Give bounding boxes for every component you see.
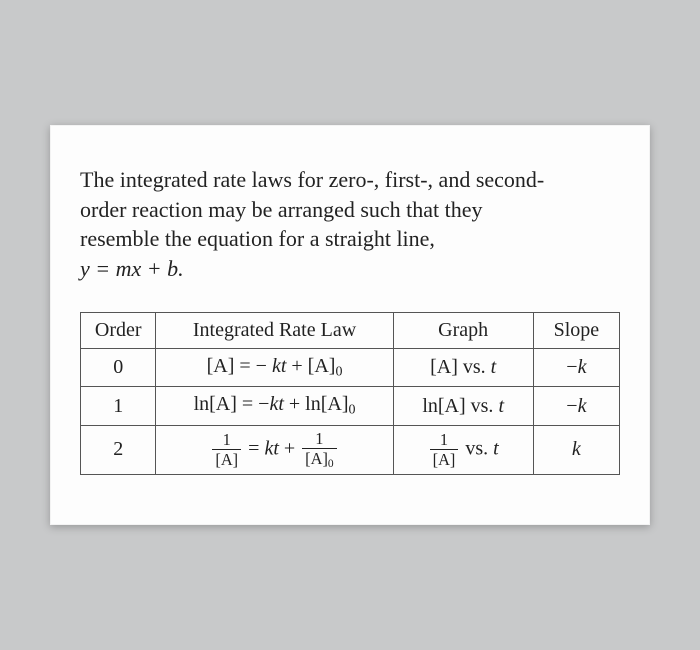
cell-graph: ln[A] vs. t <box>393 387 533 426</box>
cell-slope: −k <box>533 387 619 426</box>
table-row: 0 [A] = − kt + [A]0 [A] vs. t −k <box>81 348 620 387</box>
cell-law: 1[A] = kt + 1[A]0 <box>156 425 393 474</box>
table-header-row: Order Integrated Rate Law Graph Slope <box>81 312 620 348</box>
document-page: The integrated rate laws for zero-, firs… <box>50 125 650 525</box>
intro-equation: y = mx + b. <box>80 256 184 281</box>
rate-law-table: Order Integrated Rate Law Graph Slope 0 … <box>80 312 620 475</box>
cell-graph: 1[A] vs. t <box>393 425 533 474</box>
cell-law: ln[A] = −kt + ln[A]0 <box>156 387 393 426</box>
cell-order: 0 <box>81 348 156 387</box>
intro-line-1: The integrated rate laws for zero-, firs… <box>80 167 544 192</box>
cell-order: 2 <box>81 425 156 474</box>
intro-line-2: order reaction may be arranged such that… <box>80 197 483 222</box>
cell-slope: −k <box>533 348 619 387</box>
cell-slope: k <box>533 425 619 474</box>
cell-order: 1 <box>81 387 156 426</box>
cell-graph: [A] vs. t <box>393 348 533 387</box>
header-graph: Graph <box>393 312 533 348</box>
header-slope: Slope <box>533 312 619 348</box>
header-order: Order <box>81 312 156 348</box>
cell-law: [A] = − kt + [A]0 <box>156 348 393 387</box>
intro-paragraph: The integrated rate laws for zero-, firs… <box>80 165 620 284</box>
table-row: 1 ln[A] = −kt + ln[A]0 ln[A] vs. t −k <box>81 387 620 426</box>
intro-line-3: resemble the equation for a straight lin… <box>80 226 435 251</box>
table-row: 2 1[A] = kt + 1[A]0 1[A] vs. t k <box>81 425 620 474</box>
header-law: Integrated Rate Law <box>156 312 393 348</box>
